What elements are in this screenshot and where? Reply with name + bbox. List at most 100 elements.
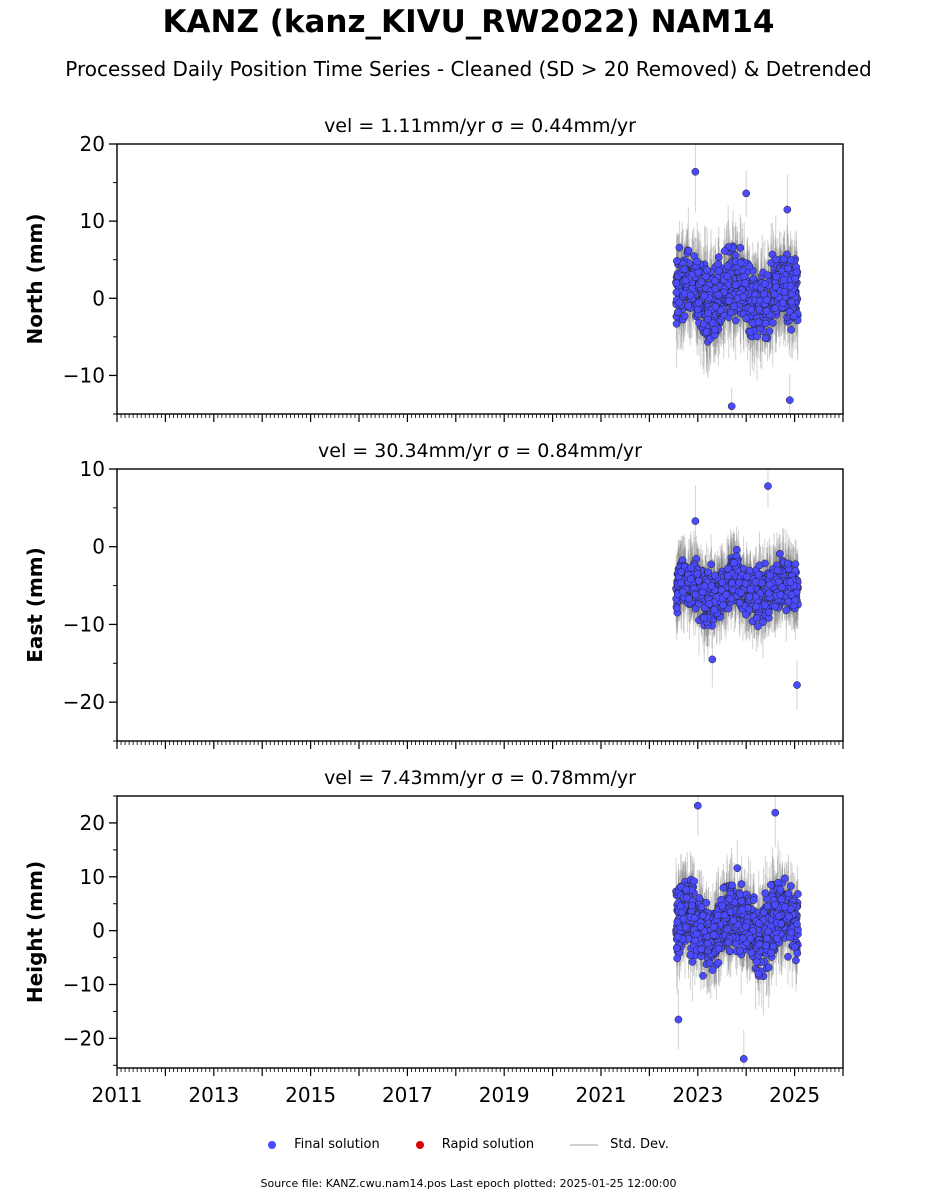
data-point: [751, 578, 760, 586]
data-point: [771, 304, 780, 313]
data-group: [672, 469, 802, 710]
data-point: [687, 563, 695, 572]
data-point: [780, 287, 789, 296]
y-tick-label: −10: [63, 363, 105, 387]
data-point: [770, 602, 779, 611]
data-point: [719, 601, 728, 610]
y-axis-label: East (mm): [23, 547, 47, 663]
data-point: [686, 291, 695, 300]
plot-frame: [116, 143, 844, 415]
data-point: [747, 305, 756, 314]
data-point: [745, 593, 754, 601]
figure-subtitle: Processed Daily Position Time Series - C…: [65, 57, 872, 81]
data-point: [736, 258, 745, 267]
data-point: [707, 582, 716, 590]
data-point: [677, 567, 686, 576]
data-point: [770, 290, 779, 299]
data-point: [710, 325, 719, 334]
data-point: [773, 566, 782, 575]
data-point: [693, 257, 701, 266]
data-point: [700, 582, 709, 591]
data-point: [673, 257, 681, 265]
data-point: [785, 396, 794, 404]
data-point: [752, 614, 761, 622]
data-point: [787, 590, 796, 599]
data-point: [741, 279, 750, 288]
data-point: [759, 618, 767, 627]
data-point: [746, 585, 755, 594]
data-point: [736, 243, 745, 252]
data-point: [742, 610, 750, 619]
data-point: [779, 255, 788, 264]
y-tick-label: 20: [80, 811, 105, 835]
data-point: [674, 308, 682, 317]
data-point: [728, 579, 736, 587]
data-point: [727, 402, 736, 411]
data-point: [765, 327, 774, 335]
data-point: [761, 334, 770, 342]
data-point: [684, 246, 693, 255]
data-point: [711, 277, 719, 285]
y-tick-label: 0: [92, 919, 105, 943]
data-point: [679, 587, 687, 596]
data-point: [714, 253, 723, 261]
y-tick-label: 10: [80, 209, 105, 233]
data-point: [694, 576, 703, 585]
data-point: [764, 482, 772, 490]
data-group: [672, 144, 802, 414]
data-point: [703, 266, 711, 274]
x-tick-label: 2015: [285, 1083, 336, 1107]
data-point: [693, 570, 702, 578]
data-point: [746, 327, 755, 336]
data-point: [711, 284, 720, 293]
data-point: [723, 272, 732, 281]
data-point: [700, 291, 709, 300]
data-point: [792, 268, 801, 277]
data-point: [727, 594, 736, 603]
data-point: [693, 305, 702, 314]
data-point: [791, 560, 800, 569]
data-point: [732, 545, 741, 554]
data-point: [704, 568, 712, 577]
x-tick-label: 2017: [382, 1083, 433, 1107]
data-point: [778, 583, 786, 592]
x-tick-label: 2013: [188, 1083, 239, 1107]
panel-title: vel = 1.11mm/yr σ = 0.44mm/yr: [324, 115, 636, 137]
x-tick-label: 2025: [769, 1083, 820, 1107]
data-point: [731, 316, 740, 325]
data-point: [684, 301, 693, 310]
data-point: [765, 580, 774, 589]
x-tick-label: 2011: [92, 1083, 143, 1107]
data-point: [694, 268, 703, 277]
data-point: [778, 299, 787, 307]
data-point: [786, 282, 795, 290]
data-point: [753, 332, 761, 341]
data-point: [680, 312, 689, 321]
y-axis-label: North (mm): [23, 213, 47, 344]
data-point: [740, 272, 748, 281]
data-point: [730, 558, 738, 567]
figure-title: KANZ (kanz_KIVU_RW2022) NAM14: [162, 4, 775, 40]
data-point: [743, 572, 752, 581]
data-point: [708, 655, 717, 664]
y-tick-label: 0: [92, 535, 105, 559]
data-point: [675, 298, 684, 307]
data-point: [700, 614, 708, 622]
y-tick-label: 20: [80, 132, 105, 156]
data-point: [768, 319, 777, 327]
y-tick-label: −10: [63, 973, 105, 997]
x-tick-label: 2021: [576, 1083, 627, 1107]
data-point: [783, 559, 792, 568]
data-point: [763, 271, 772, 280]
data-point: [672, 604, 681, 612]
data-point: [697, 278, 706, 286]
data-point: [762, 295, 771, 304]
data-point: [760, 279, 769, 288]
data-point: [779, 276, 788, 284]
data-point: [754, 570, 763, 579]
data-point: [727, 308, 735, 317]
y-tick-label: −20: [63, 690, 105, 714]
data-point: [685, 594, 693, 603]
data-point: [691, 590, 700, 599]
